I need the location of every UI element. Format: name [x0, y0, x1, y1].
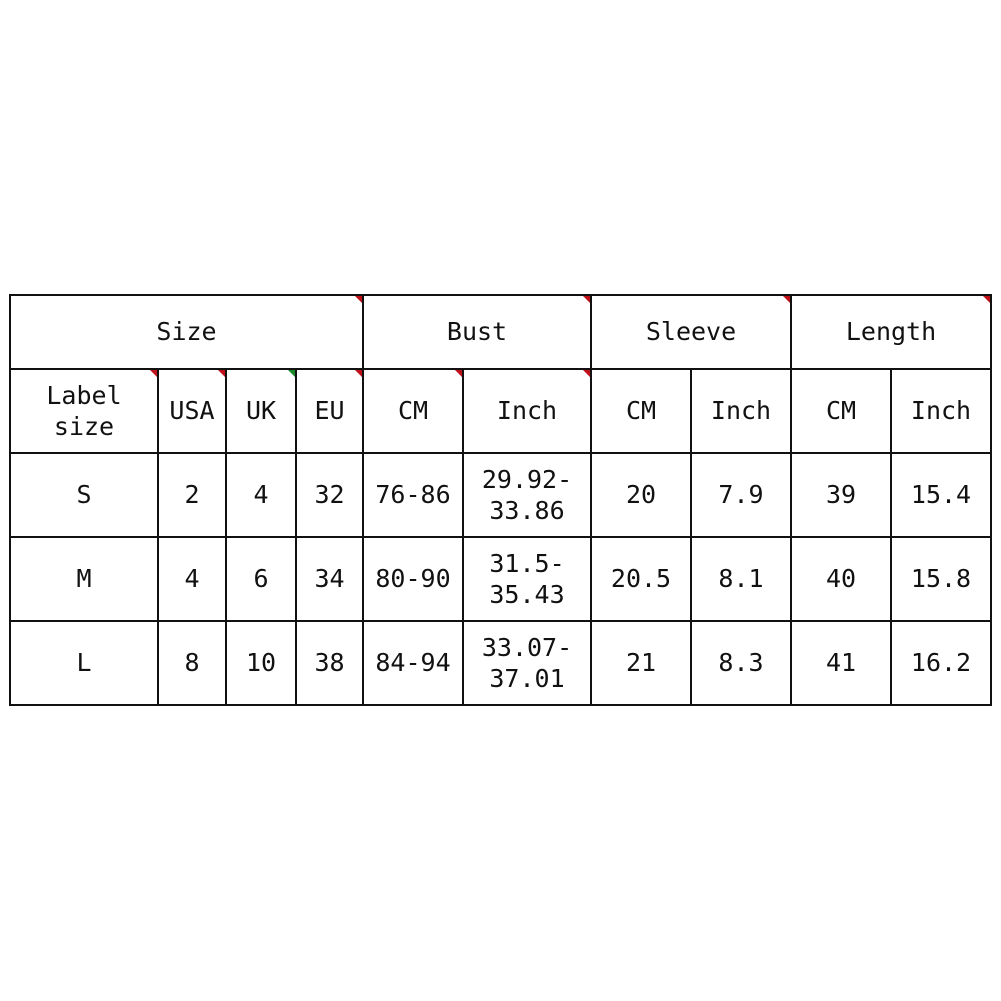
- header-eu: EU: [295, 368, 364, 454]
- cell-label-size: S: [9, 452, 159, 538]
- cell-uk: 4: [225, 452, 297, 538]
- header-sleeve-inch: Inch: [690, 368, 792, 454]
- cell-length-inch: 15.8: [890, 536, 992, 622]
- cell-length-cm: 40: [790, 536, 892, 622]
- size-chart-table: Size Bust Sleeve Length Label size USA U…: [9, 294, 992, 706]
- cell-sleeve-inch: 8.3: [690, 620, 792, 706]
- cell-eu: 32: [295, 452, 364, 538]
- sub-header-row: Label size USA UK EU CM Inch CM Inch CM …: [9, 368, 992, 454]
- cell-bust-cm: 80-90: [362, 536, 464, 622]
- cell-sleeve-cm: 20.5: [590, 536, 692, 622]
- header-length-inch: Inch: [890, 368, 992, 454]
- header-bust: Bust: [362, 294, 592, 370]
- cell-length-inch: 16.2: [890, 620, 992, 706]
- table-row: S 2 4 32 76-86 29.92-33.86 20 7.9 39 15.4: [9, 452, 992, 538]
- header-bust-inch: Inch: [462, 368, 592, 454]
- header-sleeve-cm: CM: [590, 368, 692, 454]
- table-row: L 8 10 38 84-94 33.07-37.01 21 8.3 41 16.2: [9, 620, 992, 706]
- cell-length-cm: 41: [790, 620, 892, 706]
- header-label-size: Label size: [9, 368, 159, 454]
- cell-bust-inch: 29.92-33.86: [462, 452, 592, 538]
- cell-usa: 2: [157, 452, 227, 538]
- cell-usa: 4: [157, 536, 227, 622]
- cell-bust-cm: 76-86: [362, 452, 464, 538]
- cell-label-size: L: [9, 620, 159, 706]
- cell-uk: 10: [225, 620, 297, 706]
- cell-sleeve-cm: 21: [590, 620, 692, 706]
- cell-label-size: M: [9, 536, 159, 622]
- cell-usa: 8: [157, 620, 227, 706]
- cell-length-inch: 15.4: [890, 452, 992, 538]
- header-length-cm: CM: [790, 368, 892, 454]
- cell-sleeve-inch: 7.9: [690, 452, 792, 538]
- header-size: Size: [9, 294, 364, 370]
- cell-sleeve-inch: 8.1: [690, 536, 792, 622]
- cell-bust-cm: 84-94: [362, 620, 464, 706]
- cell-eu: 38: [295, 620, 364, 706]
- cell-sleeve-cm: 20: [590, 452, 692, 538]
- table-row: M 4 6 34 80-90 31.5-35.43 20.5 8.1 40 15.8: [9, 536, 992, 622]
- header-bust-cm: CM: [362, 368, 464, 454]
- group-header-row: Size Bust Sleeve Length: [9, 294, 992, 370]
- cell-uk: 6: [225, 536, 297, 622]
- header-sleeve: Sleeve: [590, 294, 792, 370]
- cell-bust-inch: 33.07-37.01: [462, 620, 592, 706]
- cell-eu: 34: [295, 536, 364, 622]
- cell-length-cm: 39: [790, 452, 892, 538]
- header-uk: UK: [225, 368, 297, 454]
- cell-bust-inch: 31.5-35.43: [462, 536, 592, 622]
- header-length: Length: [790, 294, 992, 370]
- header-usa: USA: [157, 368, 227, 454]
